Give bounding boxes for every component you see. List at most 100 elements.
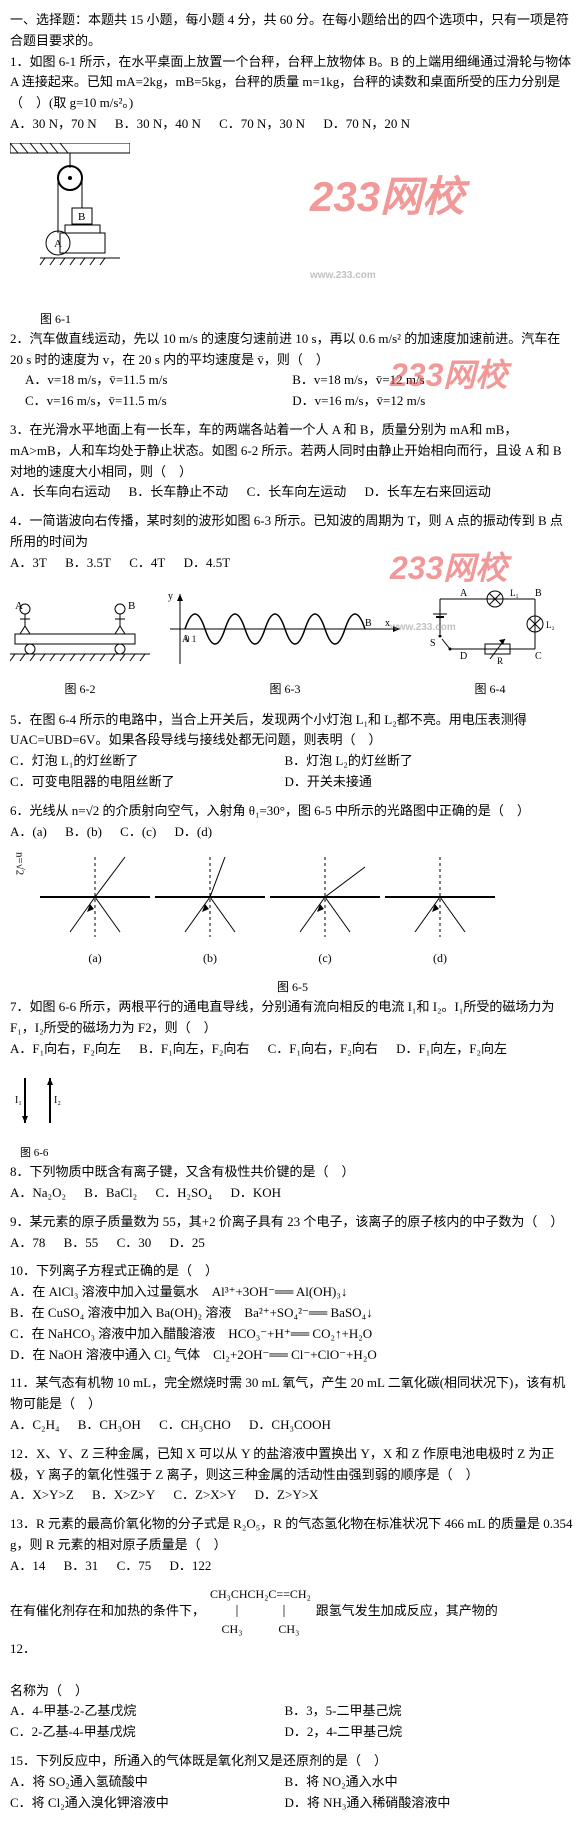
q11-opt-c: C．CH₃CHO: [159, 1417, 231, 1432]
q13-text: 13．R 元素的最高价氧化物的分子式是 R₂O₅，R 的气态氢化物在标准状况下 …: [10, 1514, 575, 1556]
q11-opt-a: A．C₂H₄: [10, 1417, 60, 1432]
refraction-d: [385, 852, 495, 942]
q15-opt-b: B．将 NO₂通入水中: [284, 1774, 397, 1789]
fig-label-6-5: 图 6-5: [10, 978, 575, 997]
q14-opt-b: B．3，5-二甲基己烷: [284, 1703, 401, 1718]
svg-text:A: A: [15, 600, 23, 612]
q3-opt-d: D．长车左右来回运动: [364, 484, 490, 499]
q8-opt-d: D．KOH: [230, 1185, 281, 1200]
q2-opt-c: C．v=16 m/s，v̄=11.5 m/s: [25, 391, 289, 412]
question-4: 4．一简谐波向右传播，某时刻的波形如图 6-3 所示。已知波的周期为 T，则 A…: [10, 511, 575, 573]
q14-name: 名称为（ ）: [10, 1681, 575, 1702]
q10-opt-a: A．在 AlCl₃ 溶液中加入过量氨水 Al³⁺+3OH⁻══ Al(OH)₃↓: [10, 1282, 575, 1303]
q4-opt-b: B．3.5T: [65, 555, 111, 570]
q10-opt-c: C．在 NaHCO₃ 溶液中加入醋酸溶液 HCO₃⁻+H⁺══ CO₂↑+H₂O: [10, 1324, 575, 1345]
q7-opt-d: D．F₁向左，F₂向左: [396, 1041, 507, 1056]
q5-opt-c: C．可变电阻器的电阻丝断了: [10, 772, 281, 793]
q6-opt-d: D．(d): [175, 824, 213, 839]
q3-opt-a: A．长车向右运动: [10, 484, 110, 499]
q14-num: 12．: [10, 1639, 575, 1660]
q12-text: 12．X、Y、Z 三种金属，已知 X 可以从 Y 的盐溶液中置换出 Y，X 和 …: [10, 1444, 575, 1486]
q12-opt-d: D．Z>Y>X: [255, 1487, 319, 1502]
q3-opt-b: B．长车静止不动: [129, 484, 229, 499]
wire-diagram: I₁ I₂: [10, 1068, 70, 1138]
q1-opt-b: B．30 N，40 N: [115, 116, 201, 131]
q9-opt-b: B．55: [64, 1235, 99, 1250]
svg-text:L₂: L₂: [546, 620, 555, 630]
q14-formula-bot: CH₃ CH₃: [210, 1620, 311, 1639]
q10-text: 10．下列离子方程式正确的是（ ）: [10, 1261, 575, 1282]
section-header: 一、选择题：本题共 15 小题，每小题 4 分，共 60 分。在每小题给出的四个…: [10, 10, 575, 52]
q8-opt-c: C．H₂SO₄: [155, 1185, 212, 1200]
q5-opt-a: C．灯泡 L₁的灯丝断了: [10, 751, 281, 772]
svg-text:A: A: [460, 588, 468, 599]
question-9: 9．某元素的原子质量数为 55，其+2 价离子具有 23 个电子，该离子的原子核…: [10, 1212, 575, 1254]
q2-opt-d: D．v=16 m/s，v̄=12 m/s: [292, 393, 425, 408]
q15-opt-c: C．将 Cl₂通入溴化钾溶液中: [10, 1793, 281, 1814]
q15-opt-d: D．将 NH₃通入稀硝酸溶液中: [284, 1795, 450, 1810]
svg-text:B: B: [128, 600, 135, 612]
q4-text: 4．一简谐波向右传播，某时刻的波形如图 6-3 所示。已知波的周期为 T，则 A…: [10, 511, 575, 553]
q3-text: 3．在光滑水平地面上有一长车，车的两端各站着一个人 A 和 B，质量分别为 mA…: [10, 420, 575, 482]
q8-opt-b: B．BaCl₂: [84, 1185, 137, 1200]
question-12: 12．X、Y、Z 三种金属，已知 X 可以从 Y 的盐溶液中置换出 Y，X 和 …: [10, 1444, 575, 1506]
q5-opt-b: B．灯泡 L₂的灯丝断了: [284, 753, 412, 768]
q15-opt-a: A．将 SO₂通入氢硫酸中: [10, 1772, 281, 1793]
q1-opt-d: D．70 N，20 N: [323, 116, 410, 131]
q12-opt-c: C．Z>X>Y: [173, 1487, 236, 1502]
q5-text: 5．在图 6-4 所示的电路中，当合上开关后，发现两个小灯泡 L₁和 L₂都不亮…: [10, 710, 575, 752]
question-3: 3．在光滑水平地面上有一长车，车的两端各站着一个人 A 和 B，质量分别为 mA…: [10, 420, 575, 503]
q14-opt-a: A．4-甲基-2-乙基戊烷: [10, 1701, 281, 1722]
fig-label-6-6: 图 6-6: [20, 1145, 575, 1163]
q15-text: 15．下列反应中，所通入的气体既是氧化剂又是还原剂的是（ ）: [10, 1751, 575, 1772]
svg-text:A: A: [54, 238, 62, 250]
q1-opt-a: A．30 N，70 N: [10, 116, 97, 131]
q7-opt-b: B．F₁向左，F₂向右: [139, 1041, 249, 1056]
q14-opt-c: C．2-乙基-4-甲基戊烷: [10, 1722, 281, 1743]
sub-d: (d): [385, 949, 495, 968]
q6-opt-c: C．(c): [120, 824, 156, 839]
question-13: 13．R 元素的最高价氧化物的分子式是 R₂O₅，R 的气态氢化物在标准状况下 …: [10, 1514, 575, 1576]
svg-text:x: x: [385, 618, 390, 629]
sub-b: (b): [155, 949, 265, 968]
svg-text:D: D: [460, 651, 467, 662]
q13-opt-d: D．122: [169, 1558, 211, 1573]
q9-opt-d: D．25: [169, 1235, 204, 1250]
cart-diagram: A B: [10, 584, 150, 674]
svg-text:B: B: [535, 588, 542, 599]
q7-opt-c: C．F₁向右，F₂向右: [268, 1041, 378, 1056]
svg-text:I₂: I₂: [54, 1095, 61, 1106]
q14-opt-d: D．2，4-二甲基己烷: [284, 1724, 402, 1739]
q11-opt-d: D．CH₃COOH: [249, 1417, 331, 1432]
q10-opt-b: B．在 CuSO₄ 溶液中加入 Ba(OH)₂ 溶液 Ba²⁺+SO₄²⁻══ …: [10, 1303, 575, 1324]
q2-text: 2．汽车做直线运动，先以 10 m/s 的速度匀速前进 10 s，再以 0.6 …: [10, 329, 575, 371]
svg-text:y: y: [168, 591, 173, 602]
refraction-c: [270, 852, 380, 942]
pulley-diagram: A B: [10, 143, 130, 303]
q14-post: 跟氢气发生加成反应，其产物的: [316, 1601, 498, 1622]
svg-text:0 1: 0 1: [185, 634, 196, 644]
q7-text: 7．如图 6-6 所示，两根平行的通电直导线，分别通有流向相反的电流 I₁和 I…: [10, 997, 575, 1039]
question-2: 2．汽车做直线运动，先以 10 m/s 的速度匀速前进 10 s，再以 0.6 …: [10, 329, 575, 412]
q2-opt-a: A．v=18 m/s，v̄=11.5 m/s: [25, 370, 289, 391]
q7-opt-a: A．F₁向右，F₂向左: [10, 1041, 121, 1056]
q6-text: 6．光线从 n=√2 的介质射向空气，入射角 θ₁=30°，图 6-5 中所示的…: [10, 801, 575, 822]
q5-opt-d: D．开关未接通: [284, 774, 371, 789]
question-6: 6．光线从 n=√2 的介质射向空气，入射角 θ₁=30°，图 6-5 中所示的…: [10, 801, 575, 843]
q13-opt-b: B．31: [64, 1558, 99, 1573]
q1-options: A．30 N，70 N B．30 N，40 N C．70 N，30 N D．70…: [10, 114, 575, 135]
refraction-b: [155, 852, 265, 942]
q8-opt-a: A．Na₂O₂: [10, 1185, 66, 1200]
svg-text:I₁: I₁: [15, 1095, 22, 1106]
q4-opt-d: D．4.5T: [184, 555, 231, 570]
q13-opt-a: A．14: [10, 1558, 45, 1573]
q13-opt-c: C．75: [117, 1558, 152, 1573]
q2-opt-b: B．v=18 m/s，v̄=12 m/s: [292, 372, 424, 387]
q14-pre: 在有催化剂存在和加热的条件下，: [10, 1601, 205, 1622]
fig-label-6-1: 图 6-1: [40, 310, 575, 329]
sub-c: (c): [270, 949, 380, 968]
q14-formula-top: CH₃CHCH₂C==CH₂: [210, 1585, 311, 1604]
svg-text:B: B: [78, 211, 85, 223]
svg-text:S: S: [430, 638, 436, 649]
q11-text: 11．某气态有机物 10 mL，完全燃烧时需 30 mL 氧气，产生 20 mL…: [10, 1373, 575, 1415]
